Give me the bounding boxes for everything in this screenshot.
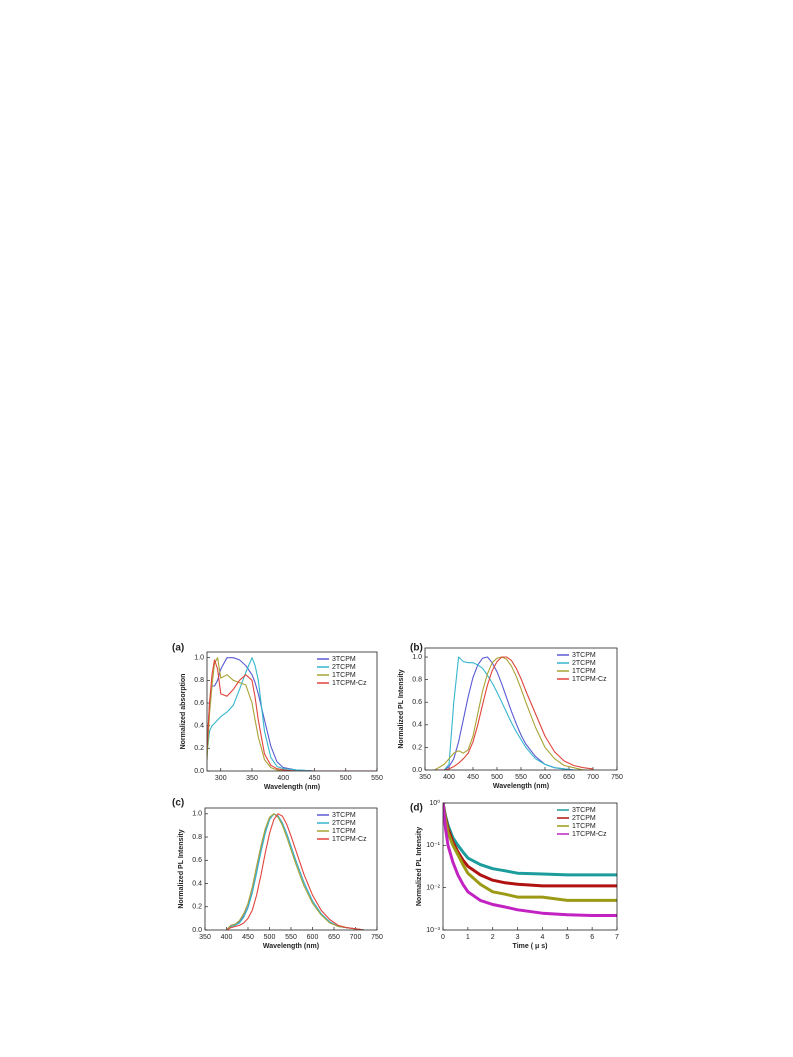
y-tick-label: 0.2 [194, 745, 204, 752]
y-axis-title: Normalized absorption [180, 674, 187, 750]
x-tick-label: 500 [491, 774, 503, 781]
x-axis-title: Wavelength (nm) [263, 943, 319, 950]
y-tick-label: 0.4 [412, 722, 422, 729]
axes-frame [206, 651, 378, 772]
x-tick-label: 400 [221, 934, 233, 941]
x-tick-label: 7 [615, 934, 619, 941]
legend-label: 1TCPM-Cz [332, 680, 367, 687]
y-axis-title: Normalized PL Intensity [398, 669, 405, 748]
y-axis-title: Normalized PL Intensity [178, 829, 185, 908]
x-tick-label: 3 [516, 934, 520, 941]
x-tick-label: 700 [587, 774, 599, 781]
panel-label: (a) [172, 643, 184, 654]
legend-label: 3TCPM [332, 812, 356, 819]
x-tick-label: 600 [307, 934, 319, 941]
x-tick-label: 0 [441, 934, 445, 941]
series-line [443, 803, 617, 917]
legend-label: 1TCPM-Cz [332, 836, 367, 843]
axes-frame [204, 807, 378, 931]
x-tick-label: 700 [350, 934, 362, 941]
panel-label: (d) [410, 803, 423, 814]
x-axis-title: Wavelength (nm) [264, 784, 320, 791]
x-tick-label: 2 [491, 934, 495, 941]
panel-label: (b) [410, 643, 423, 654]
x-tick-label: 1 [466, 934, 470, 941]
axes-frame [424, 647, 618, 771]
y-tick-label: 0.2 [412, 744, 422, 751]
y-tick-label: 1.0 [192, 811, 202, 818]
y-tick-label: 0.0 [194, 768, 204, 775]
legend-label: 1TCPM [332, 672, 356, 679]
legend-label: 2TCPM [332, 820, 356, 827]
y-tick-label: 0.6 [192, 857, 202, 864]
x-tick-label: 550 [371, 775, 383, 782]
x-axis-title: Wavelength (nm) [493, 783, 549, 790]
series-line [443, 803, 617, 902]
x-tick-label: 450 [309, 775, 321, 782]
legend-label: 1TCPM [572, 823, 596, 830]
y-tick-label: 0.0 [192, 927, 202, 934]
x-tick-label: 4 [540, 934, 544, 941]
x-tick-label: 650 [328, 934, 340, 941]
x-tick-label: 500 [264, 934, 276, 941]
y-tick-label: 10⁻² [426, 885, 440, 892]
series-line [226, 813, 365, 930]
panel-label: (c) [172, 798, 184, 809]
legend-label: 2TCPM [332, 664, 356, 671]
axes-frame [442, 802, 618, 931]
y-tick-label: 10⁰ [429, 799, 440, 807]
x-tick-label: 450 [242, 934, 254, 941]
legend-label: 3TCPM [332, 656, 356, 663]
y-tick-label: 0.8 [412, 676, 422, 683]
y-tick-label: 0.8 [192, 834, 202, 841]
x-tick-label: 750 [371, 934, 383, 941]
legend-label: 3TCPM [572, 652, 596, 659]
series-line [434, 656, 593, 770]
x-tick-label: 6 [590, 934, 594, 941]
y-tick-label: 0.4 [194, 723, 204, 730]
x-tick-label: 350 [199, 934, 211, 941]
y-axis-title: Normalized PL Intensity [416, 827, 423, 906]
y-tick-label: 10⁻³ [426, 927, 440, 934]
y-tick-label: 0.8 [194, 677, 204, 684]
x-axis-title: Time ( μ s) [513, 943, 548, 950]
x-tick-label: 500 [340, 775, 352, 782]
y-tick-label: 0.6 [412, 699, 422, 706]
series-line [207, 657, 377, 771]
x-tick-label: 550 [515, 774, 527, 781]
x-tick-label: 450 [467, 774, 479, 781]
y-tick-label: 1.0 [194, 655, 204, 662]
series-line [434, 656, 594, 770]
x-tick-label: 600 [539, 774, 551, 781]
legend-label: 3TCPM [572, 807, 596, 814]
y-tick-label: 10⁻¹ [426, 842, 440, 849]
y-tick-label: 1.0 [412, 654, 422, 661]
x-tick-label: 5 [565, 934, 569, 941]
y-tick-label: 0.6 [194, 700, 204, 707]
x-tick-label: 750 [611, 774, 623, 781]
series-line [226, 813, 365, 930]
series-line [434, 656, 593, 770]
y-tick-label: 0.2 [192, 904, 202, 911]
x-tick-label: 400 [277, 775, 289, 782]
x-tick-label: 350 [246, 775, 258, 782]
series-line [434, 656, 593, 770]
x-tick-label: 300 [215, 775, 227, 782]
y-tick-label: 0.4 [192, 880, 202, 887]
x-tick-label: 650 [563, 774, 575, 781]
legend-label: 1TCPM [332, 828, 356, 835]
x-tick-label: 350 [419, 774, 431, 781]
x-tick-label: 400 [443, 774, 455, 781]
y-tick-label: 0.0 [412, 767, 422, 774]
legend-label: 1TCPM-Cz [572, 831, 607, 838]
legend-label: 2TCPM [572, 815, 596, 822]
legend-label: 1TCPM [572, 668, 596, 675]
x-tick-label: 550 [285, 934, 297, 941]
legend-label: 1TCPM-Cz [572, 676, 607, 683]
legend-label: 2TCPM [572, 660, 596, 667]
series-line [226, 813, 365, 930]
